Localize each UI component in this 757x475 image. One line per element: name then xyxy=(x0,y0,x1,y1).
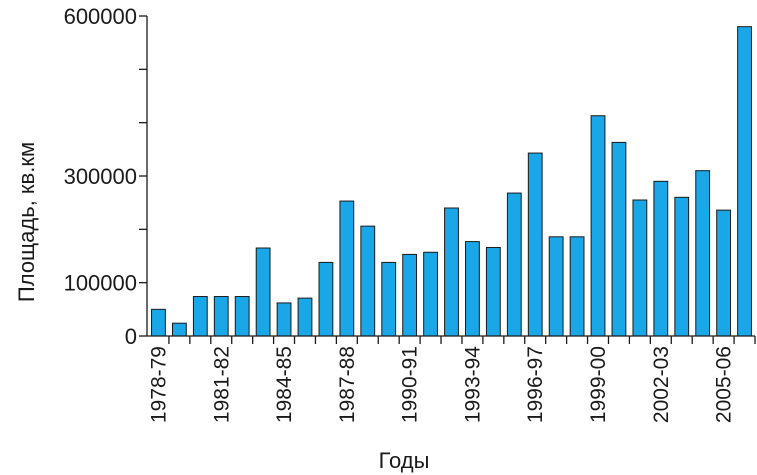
bar-2004-05 xyxy=(695,170,711,337)
x-tick-label-2005-06: 2005-06 xyxy=(713,346,736,423)
x-axis-label: Годы xyxy=(379,448,430,473)
bar-1988-89 xyxy=(360,225,376,337)
bar-2006-07 xyxy=(737,26,752,337)
y-tick-label-100000: 100000 xyxy=(64,271,137,296)
bar-1989-90 xyxy=(381,261,397,337)
bar-1983-84 xyxy=(255,247,271,337)
bar-1991-92 xyxy=(423,251,438,337)
x-tick-label-1984-85: 1984-85 xyxy=(273,346,296,423)
bar-1986-87 xyxy=(318,261,334,337)
bar-1990-91 xyxy=(402,253,418,337)
x-tick-label-1987-88: 1987-88 xyxy=(336,346,359,423)
y-axis-label: Площадь, кв.км xyxy=(14,142,39,302)
y-tick-label-300000: 300000 xyxy=(64,164,137,189)
bar-1980-81 xyxy=(192,296,208,337)
bar-2001-02 xyxy=(632,199,648,337)
bar-1979-80 xyxy=(171,322,187,337)
bar-1978-79 xyxy=(151,308,166,337)
bar-1992-93 xyxy=(444,207,459,337)
bar-1984-85 xyxy=(276,302,292,337)
x-tick-label-1981-82: 1981-82 xyxy=(210,346,233,423)
bar-2005-06 xyxy=(716,209,732,337)
bar-1993-94 xyxy=(465,241,480,337)
bars-group xyxy=(151,26,752,337)
bar-1995-96 xyxy=(506,192,522,337)
y-tick-label-600000: 600000 xyxy=(64,4,137,29)
bar-2000-01 xyxy=(611,141,627,337)
x-ticks-group: 1978-79 1981-82 1984-85 1987-88 1990-91 1993-… xyxy=(147,336,756,423)
x-tick-label-2002-03: 2002-03 xyxy=(650,346,673,423)
bar-1987-88 xyxy=(339,200,355,337)
bar-1981-82 xyxy=(213,296,229,337)
bar-1998-99 xyxy=(569,236,585,337)
x-tick-label-1999-00: 1999-00 xyxy=(587,346,610,423)
x-tick-label-1996-97: 1996-97 xyxy=(524,346,547,423)
x-tick-label-1978-79: 1978-79 xyxy=(147,346,170,423)
bar-2002-03 xyxy=(653,180,669,337)
x-tick-label-1993-94: 1993-94 xyxy=(461,346,484,423)
bar-1996-97 xyxy=(527,152,543,337)
bar-1982-83 xyxy=(234,296,250,337)
bar-1999-00 xyxy=(590,115,606,337)
bar-1994-95 xyxy=(485,246,501,337)
y-tick-label-0: 0 xyxy=(125,324,137,349)
x-tick-label-1990-91: 1990-91 xyxy=(399,346,422,423)
bar-2003-04 xyxy=(674,196,690,337)
bar-1997-98 xyxy=(548,236,564,337)
y-ticks-group: 0 100000 300000 600000 xyxy=(64,4,147,349)
bar-1985-86 xyxy=(297,297,313,337)
